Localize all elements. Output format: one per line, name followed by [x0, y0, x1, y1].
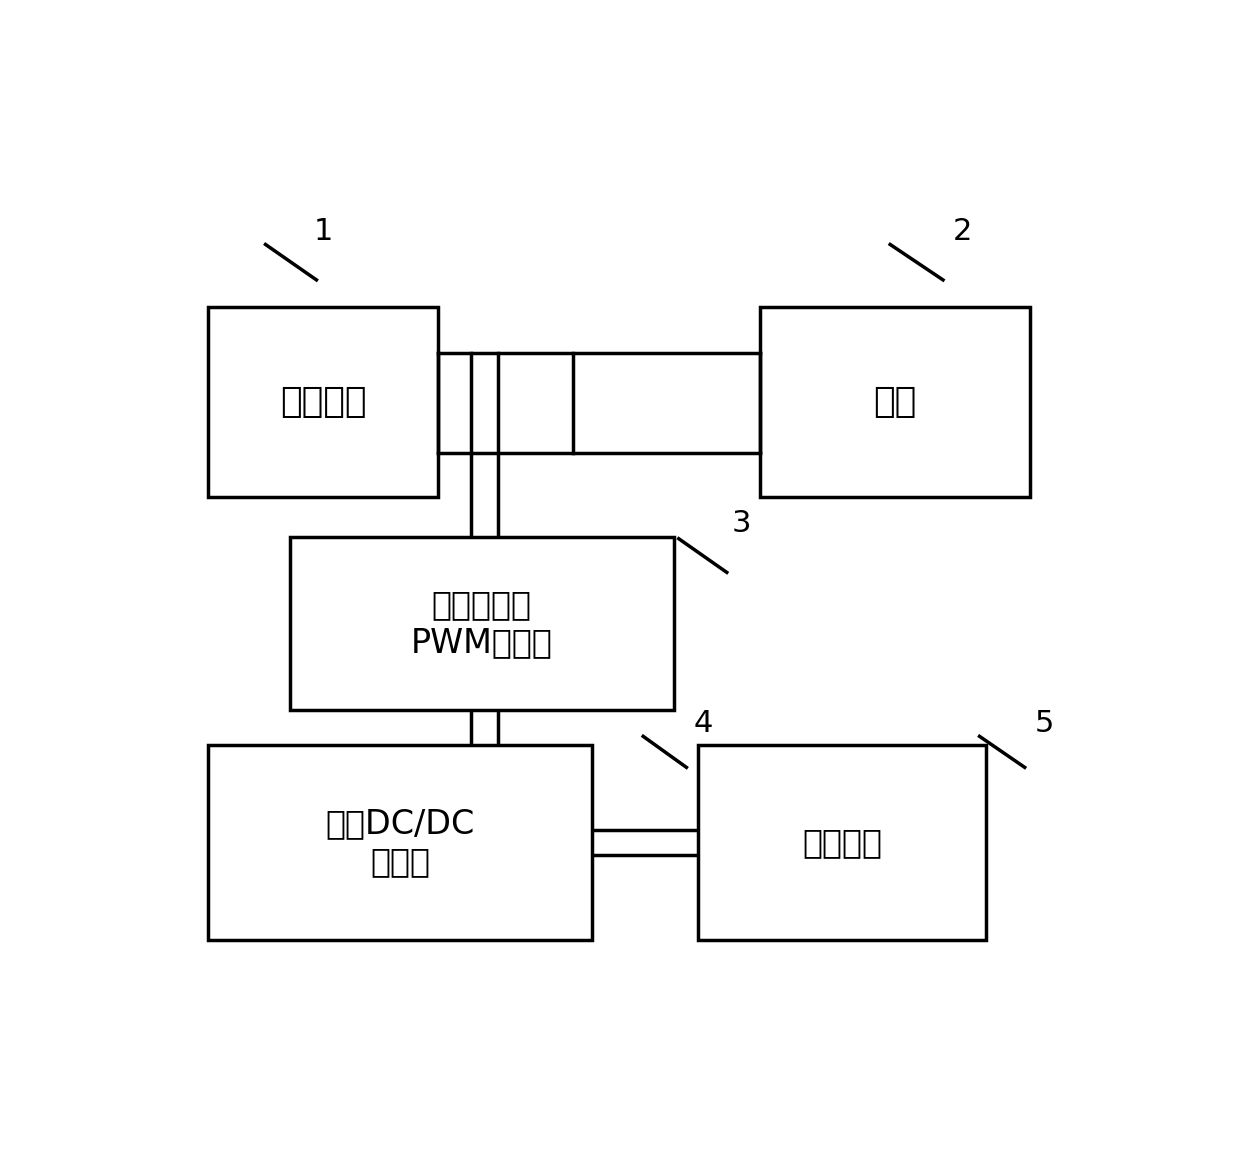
Bar [208, 745, 593, 940]
Text: 双向DC/DC
变换器: 双向DC/DC 变换器 [325, 807, 475, 878]
Bar [208, 306, 439, 497]
Text: 3: 3 [732, 509, 751, 539]
Text: 三相电压型
PWM整流器: 三相电压型 PWM整流器 [410, 588, 553, 660]
Text: 电网系统: 电网系统 [280, 384, 367, 419]
Text: 负载: 负载 [873, 384, 916, 419]
Text: 1: 1 [314, 216, 332, 245]
Bar [698, 745, 986, 940]
Text: 5: 5 [1034, 709, 1054, 738]
Bar [290, 536, 675, 710]
Text: 2: 2 [952, 216, 972, 245]
Bar [760, 306, 1029, 497]
Text: 4: 4 [693, 709, 713, 738]
Text: 超级电容: 超级电容 [802, 826, 882, 859]
